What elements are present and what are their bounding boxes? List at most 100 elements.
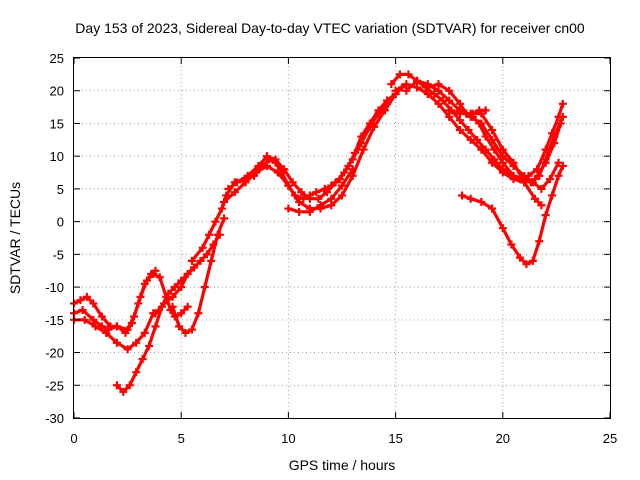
data-point xyxy=(183,302,192,311)
data-point xyxy=(181,328,190,337)
data-point xyxy=(498,168,507,177)
data-point xyxy=(132,338,141,347)
data-point xyxy=(187,256,196,265)
data-point xyxy=(211,217,220,226)
data-point xyxy=(207,256,216,265)
data-point xyxy=(327,194,336,203)
y-tick-label: -30 xyxy=(45,411,64,426)
data-point xyxy=(217,204,226,213)
data-point xyxy=(177,309,186,318)
y-tick-label: 5 xyxy=(57,182,64,197)
x-tick-label: 25 xyxy=(603,431,617,446)
data-point xyxy=(284,204,293,213)
data-point xyxy=(558,162,567,170)
y-tick-label: -15 xyxy=(45,313,64,328)
data-point xyxy=(458,191,467,200)
data-point xyxy=(295,207,304,216)
data-point xyxy=(280,165,289,174)
data-point xyxy=(80,315,89,324)
data-point xyxy=(125,381,134,390)
data-point xyxy=(112,381,121,390)
data-point xyxy=(119,387,128,396)
data-point xyxy=(413,76,422,85)
data-point xyxy=(423,83,432,92)
data-point xyxy=(535,171,544,180)
data-point xyxy=(271,155,280,164)
x-tick-label: 5 xyxy=(178,431,185,446)
data-point xyxy=(305,194,314,203)
data-point xyxy=(391,86,400,95)
y-tick-label: -5 xyxy=(52,247,64,262)
data-point xyxy=(498,145,507,154)
data-point xyxy=(528,256,537,265)
data-point xyxy=(262,152,271,161)
data-point xyxy=(541,155,550,164)
data-point xyxy=(155,273,164,282)
data-point xyxy=(545,175,554,184)
data-point xyxy=(550,132,559,141)
data-point xyxy=(348,155,357,164)
data-point xyxy=(365,122,374,131)
x-tick-labels: 0 5 10 15 20 25 xyxy=(70,431,617,446)
y-axis-label: SDTVAR / TECUs xyxy=(7,182,23,294)
x-tick-label: 15 xyxy=(388,431,402,446)
series-track-14 xyxy=(423,80,567,187)
data-point xyxy=(558,99,567,108)
series-track-17 xyxy=(462,106,490,118)
data-point xyxy=(490,145,499,154)
data-point xyxy=(151,309,160,318)
data-point xyxy=(481,132,490,141)
data-point xyxy=(338,191,346,200)
data-point xyxy=(183,270,192,278)
y-tick-label: -20 xyxy=(45,346,64,361)
series-track-10 xyxy=(284,165,357,216)
data-point xyxy=(477,198,486,206)
data-point xyxy=(305,207,314,216)
data-point xyxy=(316,201,325,210)
data-point xyxy=(340,168,349,177)
series-track-6 xyxy=(168,214,229,337)
data-point xyxy=(338,181,346,190)
data-point xyxy=(498,158,507,167)
data-point xyxy=(404,70,413,79)
data-point xyxy=(530,194,539,203)
data-point xyxy=(445,86,454,95)
data-point xyxy=(509,158,518,167)
data-point xyxy=(466,135,475,144)
data-point xyxy=(187,325,196,334)
data-point xyxy=(273,168,282,177)
data-point xyxy=(402,86,411,95)
data-point xyxy=(445,106,454,115)
data-point xyxy=(149,270,158,278)
data-point xyxy=(145,342,154,350)
series-track-5 xyxy=(151,230,224,318)
data-point xyxy=(284,181,293,190)
y-tick-label: 0 xyxy=(57,215,64,230)
x-axis-label: GPS time / hours xyxy=(289,457,396,473)
data-point xyxy=(541,211,550,220)
data-point xyxy=(383,99,392,108)
data-point xyxy=(123,325,132,334)
data-point xyxy=(488,126,497,134)
data-point xyxy=(136,292,145,301)
data-point xyxy=(78,306,87,314)
data-point xyxy=(387,80,396,89)
data-point xyxy=(175,322,184,331)
data-point xyxy=(89,315,98,324)
chart-title: Day 153 of 2023, Sidereal Day-to-day VTE… xyxy=(75,20,585,36)
data-point xyxy=(168,292,177,301)
data-point xyxy=(464,126,473,134)
data-point xyxy=(97,312,106,321)
data-point xyxy=(205,230,214,239)
ticks xyxy=(73,57,611,419)
data-point xyxy=(254,162,263,170)
y-tick-labels: 25 20 15 10 5 0 -5 -10 -15 -20 -25 -30 xyxy=(45,51,64,426)
data-point xyxy=(554,171,563,180)
data-point xyxy=(220,214,229,223)
data-point xyxy=(262,162,271,170)
y-tick-label: 20 xyxy=(50,84,64,99)
data-point xyxy=(434,80,443,89)
data-point xyxy=(455,126,464,134)
